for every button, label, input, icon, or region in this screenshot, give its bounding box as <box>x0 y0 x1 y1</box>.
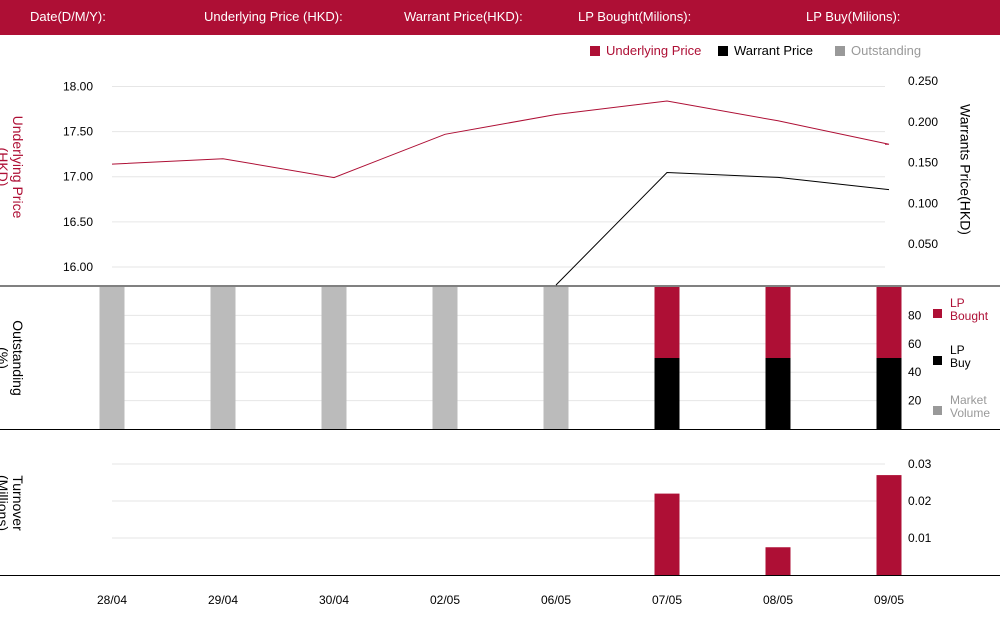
turnover-bar <box>765 547 791 575</box>
x-axis-tick-label: 02/05 <box>430 593 460 607</box>
legend-warrant[interactable]: Warrant Price <box>718 43 813 58</box>
underlying-axis-title-line2: (HKD) <box>0 147 11 187</box>
header-warrant-label: Warrant Price(HKD): <box>404 9 523 24</box>
legend-outstanding-label: Outstanding <box>851 43 922 58</box>
x-axis-tick-label: 07/05 <box>652 593 682 607</box>
outstanding-axis-title-line1: Outstanding <box>10 320 26 396</box>
outstanding-tick-label: 80 <box>908 308 922 322</box>
turnover-bar <box>876 475 902 575</box>
side-legend-swatch <box>933 356 942 365</box>
x-axis-tick-label: 09/05 <box>874 593 904 607</box>
right-axis-tick-label: 0.250 <box>908 74 938 88</box>
warrant-price-line <box>555 171 890 286</box>
header-date-label: Date(D/M/Y): <box>30 9 106 24</box>
outstanding-axis-title-line2: (%) <box>0 347 11 369</box>
legend-warrant-label: Warrant Price <box>734 43 813 58</box>
lp-buy-bar <box>876 358 902 429</box>
left-axis-tick-label: 17.50 <box>63 125 93 139</box>
left-axis-tick-label: 18.00 <box>63 80 93 94</box>
lp-buy-bar <box>654 358 680 429</box>
outstanding-bar <box>210 287 236 429</box>
lp-bought-bar <box>765 287 791 358</box>
legend-outstanding[interactable]: Outstanding <box>835 43 921 58</box>
turnover-axis-title: Turnover (Millions) <box>0 458 26 548</box>
turnover-tick-label: 0.01 <box>908 531 932 545</box>
side-legend-label: Volume <box>950 406 990 420</box>
side-legend-swatch <box>933 406 942 415</box>
side-legend-label: LP <box>950 343 965 357</box>
header-bar: Date(D/M/Y): Underlying Price (HKD): War… <box>0 0 1000 35</box>
lp-bought-bar <box>654 287 680 358</box>
right-axis-tick-label: 0.100 <box>908 196 938 210</box>
side-legend-label: Bought <box>950 309 989 323</box>
right-axis-tick-label: 0.050 <box>908 237 938 251</box>
x-axis-tick-label: 08/05 <box>763 593 793 607</box>
lp-buy-bar <box>765 358 791 429</box>
underlying-axis-title: Underlying Price (HKD) <box>0 97 26 237</box>
warrant-axis-title: Warrants Price(HKD) <box>957 100 974 240</box>
left-axis-tick-label: 16.00 <box>63 260 93 274</box>
left-axis-tick-label: 17.00 <box>63 170 93 184</box>
left-axis-tick-label: 16.50 <box>63 215 93 229</box>
outstanding-tick-label: 40 <box>908 365 922 379</box>
warrant-axis-title-text: Warrants Price(HKD) <box>957 104 974 235</box>
legend-underlying-label: Underlying Price <box>606 43 702 58</box>
turnover-tick-label: 0.03 <box>908 457 932 471</box>
side-legend-label: Market <box>950 393 987 407</box>
header-underlying-label: Underlying Price (HKD): <box>204 9 343 24</box>
legend-warrant-swatch <box>718 46 728 56</box>
underlying-axis-title-line1: Underlying Price <box>10 115 26 219</box>
legend-underlying[interactable]: Underlying Price <box>590 43 701 58</box>
side-legend-swatch <box>933 309 942 318</box>
side-legend-label: LP <box>950 296 965 310</box>
header-lp-buy-label: LP Buy(Milions): <box>806 9 901 24</box>
outstanding-bar <box>99 287 125 429</box>
side-legend-label: Buy <box>950 356 971 370</box>
turnover-axis-title-line2: (Millions) <box>0 475 11 531</box>
legend-outstanding-swatch <box>835 46 845 56</box>
legend-underlying-swatch <box>590 46 600 56</box>
lp-bought-bar <box>876 287 902 358</box>
turnover-tick-label: 0.02 <box>908 494 932 508</box>
x-axis-tick-label: 06/05 <box>541 593 571 607</box>
x-axis-tick-label: 28/04 <box>97 593 127 607</box>
outstanding-bar <box>321 287 347 429</box>
outstanding-tick-label: 60 <box>908 337 922 351</box>
outstanding-bar <box>432 287 458 429</box>
header-lp-bought-label: LP Bought(Milions): <box>578 9 692 24</box>
right-axis-tick-label: 0.150 <box>908 156 938 170</box>
outstanding-axis-title: Outstanding (%) <box>0 313 26 403</box>
turnover-axis-title-line1: Turnover <box>10 475 26 531</box>
x-axis-tick-label: 29/04 <box>208 593 238 607</box>
underlying-price-line <box>111 100 890 179</box>
x-axis-tick-label: 30/04 <box>319 593 349 607</box>
right-axis-tick-label: 0.200 <box>908 115 938 129</box>
outstanding-bar <box>543 287 569 429</box>
turnover-bar <box>654 493 680 575</box>
outstanding-tick-label: 20 <box>908 394 922 408</box>
